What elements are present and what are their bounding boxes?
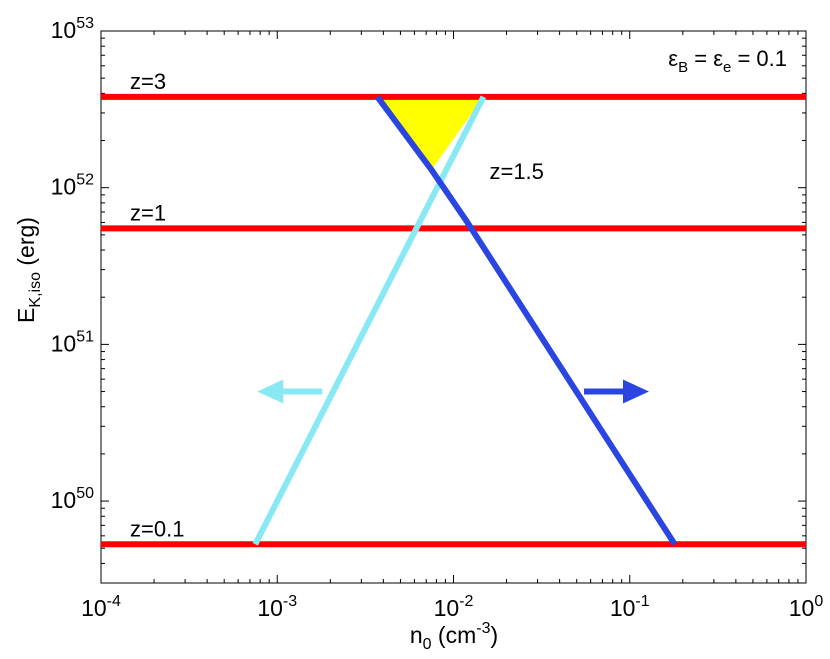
allowed-region (377, 96, 484, 170)
cyan-constraint-line (252, 95, 487, 546)
region-label: z=1.5 (489, 159, 543, 184)
redshift-label: z=1 (130, 200, 166, 225)
redshift-label: z=3 (130, 69, 166, 94)
x-tick-label: 10-2 (434, 593, 474, 621)
x-tick-label: 100 (789, 593, 824, 621)
x-tick-label: 10-4 (81, 593, 121, 621)
direction-arrow-head (622, 379, 649, 404)
y-tick-label: 1053 (51, 15, 94, 43)
x-tick-label: 10-1 (610, 593, 650, 621)
y-tick-label: 1050 (51, 485, 94, 513)
blue-constraint-line (374, 95, 678, 546)
x-axis-label: n0 (cm-3) (410, 620, 498, 653)
redshift-label: z=0.1 (130, 516, 184, 541)
y-tick-label: 1052 (51, 172, 94, 200)
direction-arrow-head (257, 379, 284, 404)
epsilon-annotation: εB = εe = 0.1 (668, 46, 787, 76)
y-axis-label: EK,iso (erg) (13, 217, 44, 323)
x-tick-label: 10-3 (257, 593, 297, 621)
y-tick-label: 1051 (51, 328, 94, 356)
